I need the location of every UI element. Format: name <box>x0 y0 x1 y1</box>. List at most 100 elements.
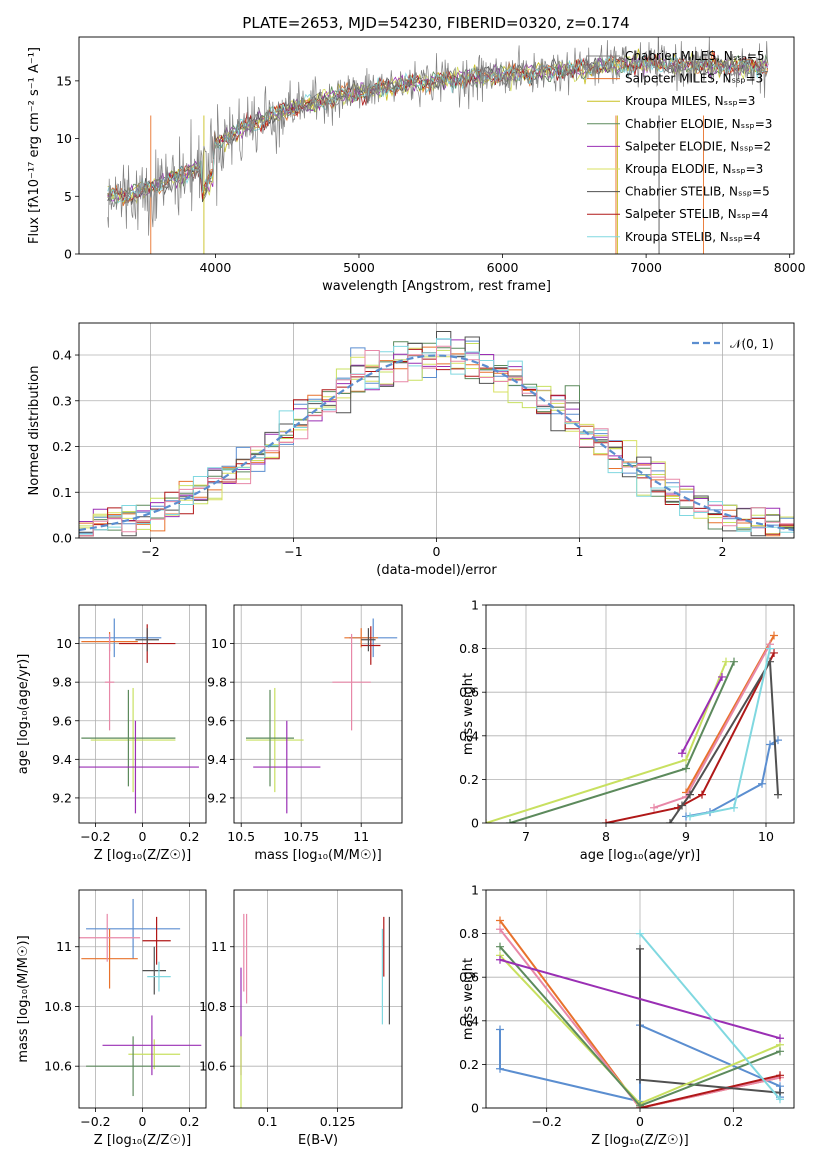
legend-label: Chabrier STELIB, Nₛₛₚ=5 <box>625 185 770 199</box>
y-tick-label: 10 <box>211 636 227 651</box>
normal-reference-curve <box>79 354 794 532</box>
series-line-group <box>496 955 784 1043</box>
x-tick-label: 10 <box>758 829 774 844</box>
legend: Chabrier MILES, Nₛₛₚ=5 Salpeter MILES, Nₛ… <box>587 49 772 244</box>
series-line <box>499 958 781 1040</box>
error-bar-point <box>361 628 376 652</box>
y-tick-label: 0.4 <box>459 728 479 743</box>
y-tick-label: 9.2 <box>52 790 72 805</box>
data-point-marker <box>718 672 726 681</box>
series-line-group <box>678 672 726 758</box>
y-tick-label: 0.2 <box>459 772 479 787</box>
legend-label: 𝒩(0, 1) <box>730 337 774 351</box>
y-tick-label: 15 <box>56 73 72 88</box>
y-tick-label: 0 <box>64 247 72 262</box>
y-axis-label: mass weight <box>461 673 476 755</box>
plot-area <box>79 898 202 1097</box>
axes-1: 4000 5000 6000 7000 8000 0 5 10 15 wavelength [An… <box>27 36 806 294</box>
y-tick-label: 10 <box>56 636 72 651</box>
legend-label: Kroupa STELIB, Nₛₛₚ=4 <box>625 230 761 244</box>
series-line <box>605 652 775 823</box>
series-line-group <box>602 648 778 823</box>
axes-frame <box>485 604 795 824</box>
error-bar-point <box>79 913 141 962</box>
axes-8: −0.2 0 0.2 0 0.2 0.4 0.6 0.8 1 Z [log₁₀(Z/Z☉)] mas… <box>459 883 795 1148</box>
plot-area <box>496 916 784 1108</box>
legend-label: Salpeter STELIB, Nₛₛₚ=4 <box>625 207 769 221</box>
y-tick-label: 0.8 <box>459 641 479 656</box>
data-point-marker <box>678 801 686 810</box>
data-point-marker <box>698 790 706 799</box>
error-bar-point <box>135 628 159 652</box>
axes-frame <box>78 322 795 539</box>
y-tick-label: 0 <box>471 816 479 831</box>
error-bar-point <box>79 618 162 658</box>
data-point-marker <box>770 631 778 640</box>
data-point-marker <box>650 803 658 812</box>
x-tick-label: 5000 <box>343 260 375 275</box>
x-tick-label: 9 <box>682 829 690 844</box>
y-tick-label: 10.8 <box>44 999 72 1014</box>
error-bar-point <box>147 961 171 992</box>
axes-7: 0.1 0.125 10.6 10.8 11 E(B-V) <box>199 889 403 1148</box>
x-tick-label: 7000 <box>630 260 662 275</box>
x-tick-label: 0 <box>139 1114 147 1129</box>
plot-area <box>107 37 769 254</box>
series-line-group <box>686 644 774 821</box>
x-tick-label: 10.75 <box>283 829 319 844</box>
series-line <box>639 1074 781 1108</box>
data-point-marker <box>686 790 694 799</box>
axes-3: −0.2 0 0.2 9.2 9.4 9.6 9.8 10 Z [log₁₀(Z/Z☉)] age… <box>16 604 207 863</box>
series-line <box>681 676 723 754</box>
x-tick-label: 7 <box>522 829 530 844</box>
y-tick-label: 0.0 <box>52 531 72 546</box>
y-tick-label: 10.8 <box>199 999 227 1014</box>
data-point-marker <box>496 955 504 964</box>
y-tick-label: 0.1 <box>52 485 72 500</box>
data-point-marker <box>666 819 674 823</box>
plot-area <box>246 618 398 814</box>
data-point-marker <box>678 749 686 758</box>
data-point-marker <box>776 1095 784 1104</box>
data-point-marker <box>770 648 778 657</box>
series-line-group <box>636 929 784 1104</box>
error-bar-point <box>246 687 304 793</box>
data-point-marker <box>776 1034 784 1043</box>
y-axis-label: age [log₁₀(age/yr)] <box>16 654 31 775</box>
y-tick-label: 0.2 <box>52 439 72 454</box>
x-axis-label: age [log₁₀(age/yr)] <box>580 848 701 863</box>
y-axis-label: Flux [fλ10⁻¹⁷ erg cm⁻² s⁻¹ A⁻¹] <box>27 47 42 244</box>
error-bar-point <box>142 916 171 965</box>
data-point-marker <box>682 755 690 764</box>
data-point-marker <box>774 790 782 799</box>
x-tick-label: −2 <box>141 544 159 559</box>
y-tick-label: 0 <box>471 1101 479 1116</box>
y-axis-label: mass [log₁₀(M/M☉)] <box>16 935 31 1062</box>
error-bar-point <box>142 946 167 995</box>
x-tick-label: 10.5 <box>227 829 255 844</box>
data-point-marker <box>496 942 504 951</box>
axes-frame <box>233 889 403 1109</box>
error-bar-point <box>81 689 176 787</box>
data-point-marker <box>776 1071 784 1080</box>
y-tick-label: 11 <box>56 939 72 954</box>
data-point-marker <box>636 1075 644 1084</box>
series-line-group <box>506 657 738 823</box>
legend-label: Salpeter MILES, Nₛₛₚ=3 <box>625 72 763 86</box>
error-bar-point <box>253 720 321 814</box>
y-tick-label: 9.4 <box>207 752 227 767</box>
plot-area <box>79 331 794 537</box>
y-tick-label: 10.6 <box>44 1059 72 1074</box>
legend-label: Kroupa ELODIE, Nₛₛₚ=3 <box>625 162 763 176</box>
legend: 𝒩(0, 1) <box>692 337 774 351</box>
x-tick-label: 0.2 <box>180 829 200 844</box>
legend-label: Salpeter ELODIE, Nₛₛₚ=2 <box>625 139 771 153</box>
legend-label: Chabrier ELODIE, Nₛₛₚ=3 <box>625 117 772 131</box>
series-line <box>509 661 735 823</box>
plot-area <box>240 913 390 1108</box>
data-point-marker <box>766 740 774 749</box>
x-tick-label: −0.2 <box>80 1114 110 1129</box>
x-tick-label: −0.2 <box>531 1114 561 1129</box>
data-point-marker <box>766 644 774 653</box>
error-bar-point <box>90 687 176 793</box>
